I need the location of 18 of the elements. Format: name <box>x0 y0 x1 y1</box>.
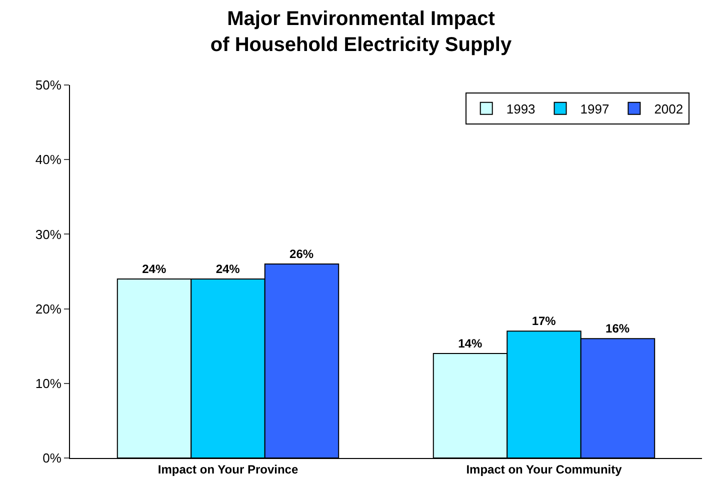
data-label: 24% <box>142 262 166 276</box>
y-tick-label: 50% <box>35 78 62 93</box>
data-label: 14% <box>458 336 482 351</box>
y-tick-label: 40% <box>35 152 62 168</box>
data-label: 17% <box>532 314 556 328</box>
legend-label: 1993 <box>506 101 536 116</box>
x-tick-label: Impact on Your Community <box>466 462 622 476</box>
legend-label: 1997 <box>580 101 610 116</box>
data-label: 26% <box>290 247 314 262</box>
data-label: 16% <box>606 322 630 336</box>
x-tick-label: Impact on Your Province <box>158 462 298 476</box>
y-tick-label: 0% <box>42 450 62 466</box>
data-label: 24% <box>216 262 240 276</box>
legend-label: 2002 <box>654 101 684 116</box>
y-tick-label: 20% <box>35 301 62 316</box>
y-tick-label: 10% <box>35 376 62 391</box>
chart-title: Major Environmental Impact of Household Electricity Supply <box>210 8 512 56</box>
y-tick-label: 30% <box>35 226 62 242</box>
